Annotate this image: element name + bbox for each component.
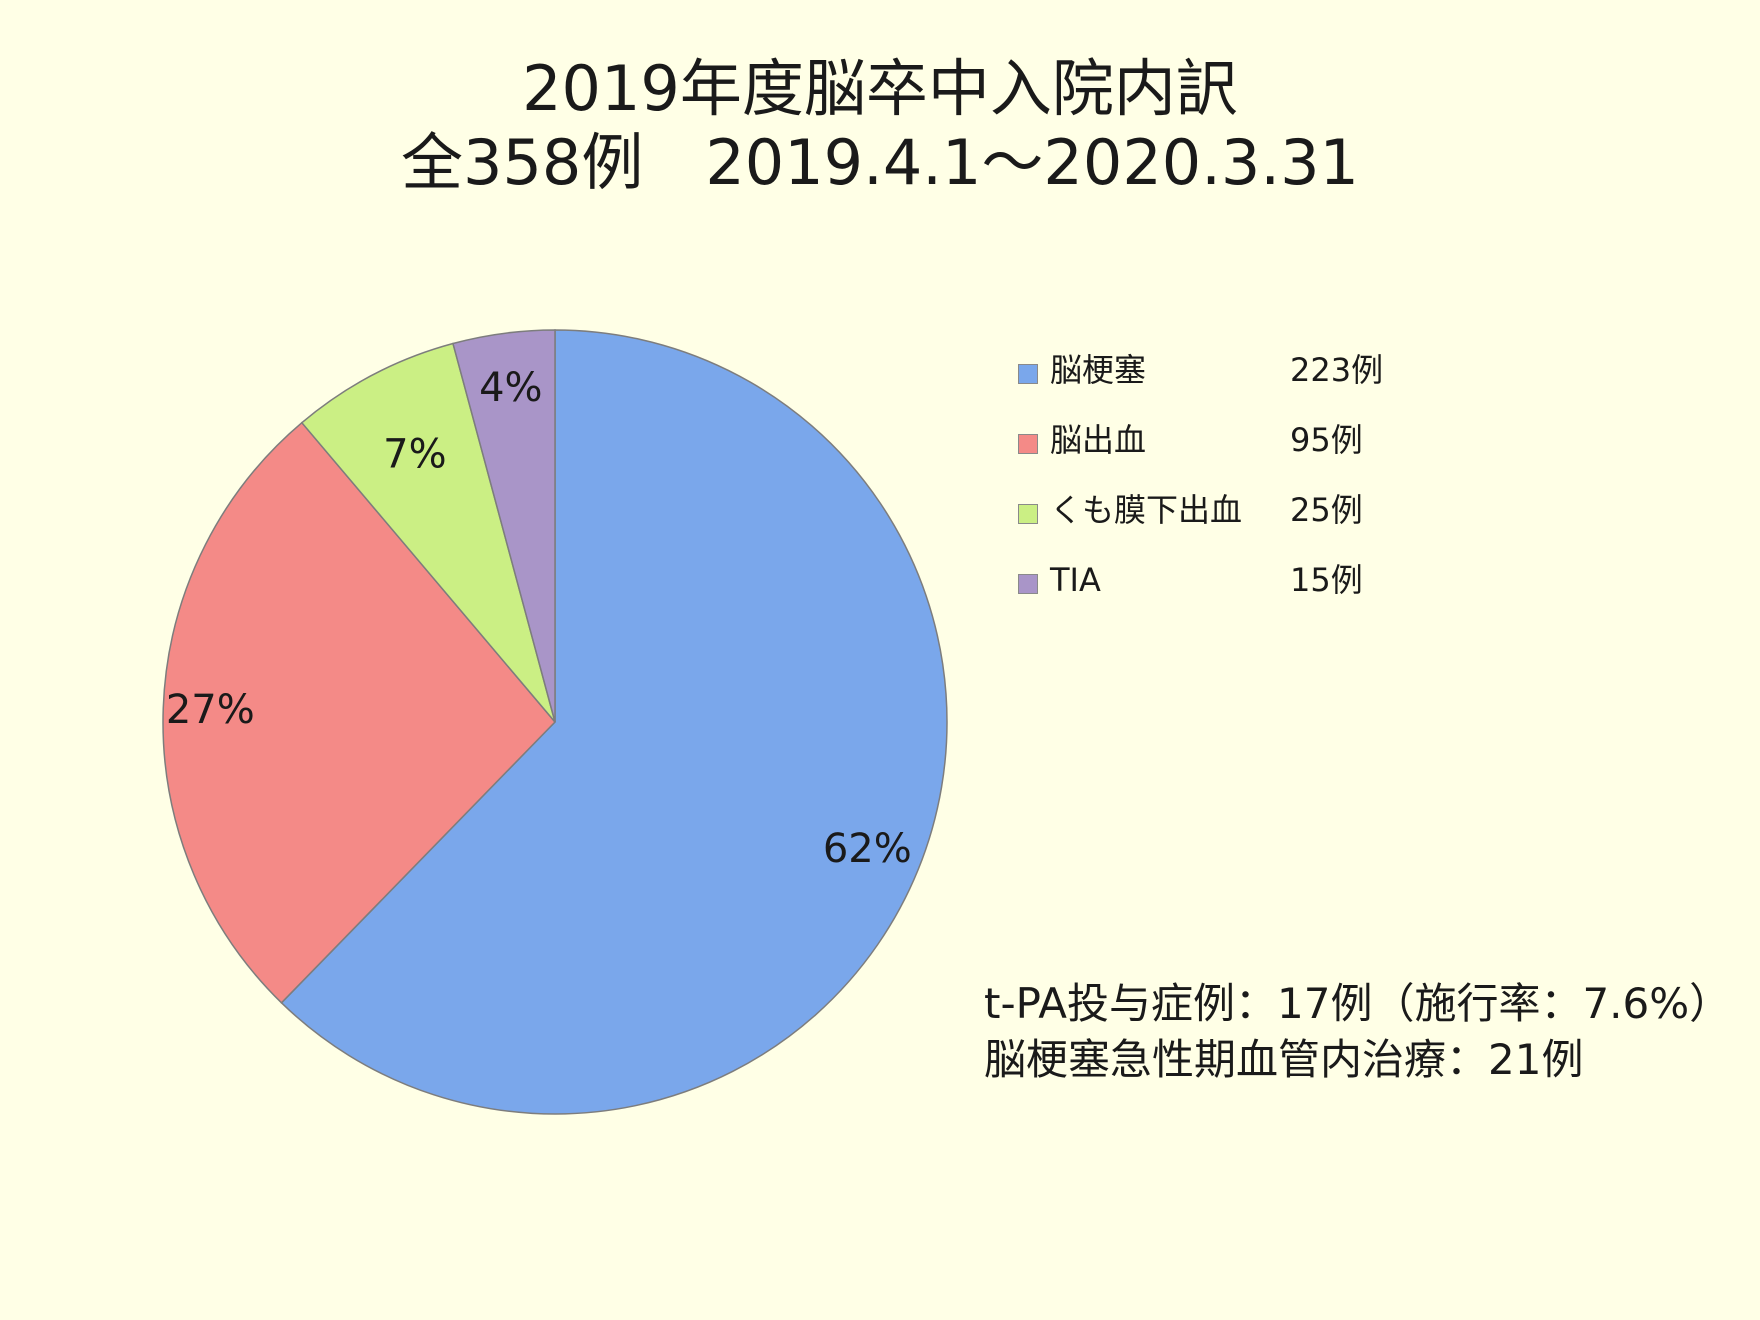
legend-label: TIA <box>1050 561 1101 599</box>
legend-swatch <box>1018 434 1038 454</box>
legend-item-subarachnoid-hemorrhage: くも膜下出血 25例 <box>1018 488 1438 558</box>
pie-slice-tia <box>452 329 556 723</box>
legend-swatch <box>1018 364 1038 384</box>
legend-swatch <box>1018 574 1038 594</box>
pie-percent-label: 4% <box>479 365 542 411</box>
pie-percent-label: 62% <box>823 826 912 872</box>
pie-slice-cerebral-hemorrhage <box>162 421 557 1004</box>
legend-count: 25例 <box>1290 491 1363 529</box>
legend-label: 脳出血 <box>1050 421 1147 459</box>
pie-percent-label: 27% <box>166 687 255 733</box>
legend-count: 95例 <box>1290 421 1363 459</box>
pie-percent-label: 7% <box>383 432 446 478</box>
legend-label: くも膜下出血 <box>1050 491 1243 529</box>
legend-swatch <box>1018 504 1038 524</box>
legend-item-cerebral-infarction: 脳梗塞 223例 <box>1018 348 1438 418</box>
chart-title-line-2: 全358例 2019.4.1～2020.3.31 <box>401 126 1359 199</box>
legend-count: 223例 <box>1290 351 1384 389</box>
notes-block: t-PA投与症例：17例（施行率：7.6%） 脳梗塞急性期血管内治療：21例 <box>984 976 1744 1088</box>
pie-slice-cerebral-infarction <box>280 329 948 1115</box>
chart-legend: 脳梗塞 223例 脳出血 95例 くも膜下出血 25例 TIA 15例 <box>1018 348 1438 628</box>
legend-label: 脳梗塞 <box>1050 351 1147 389</box>
chart-title: 2019年度脳卒中入院内訳 全358例 2019.4.1～2020.3.31 <box>0 52 1760 200</box>
note-endovascular: 脳梗塞急性期血管内治療：21例 <box>984 1035 1584 1084</box>
chart-title-line-1: 2019年度脳卒中入院内訳 <box>522 52 1238 125</box>
legend-item-tia: TIA 15例 <box>1018 558 1438 628</box>
pie-slice-subarachnoid-hemorrhage <box>300 342 556 723</box>
note-tpa: t-PA投与症例：17例（施行率：7.6%） <box>984 979 1732 1028</box>
legend-item-cerebral-hemorrhage: 脳出血 95例 <box>1018 418 1438 488</box>
legend-count: 15例 <box>1290 561 1363 599</box>
